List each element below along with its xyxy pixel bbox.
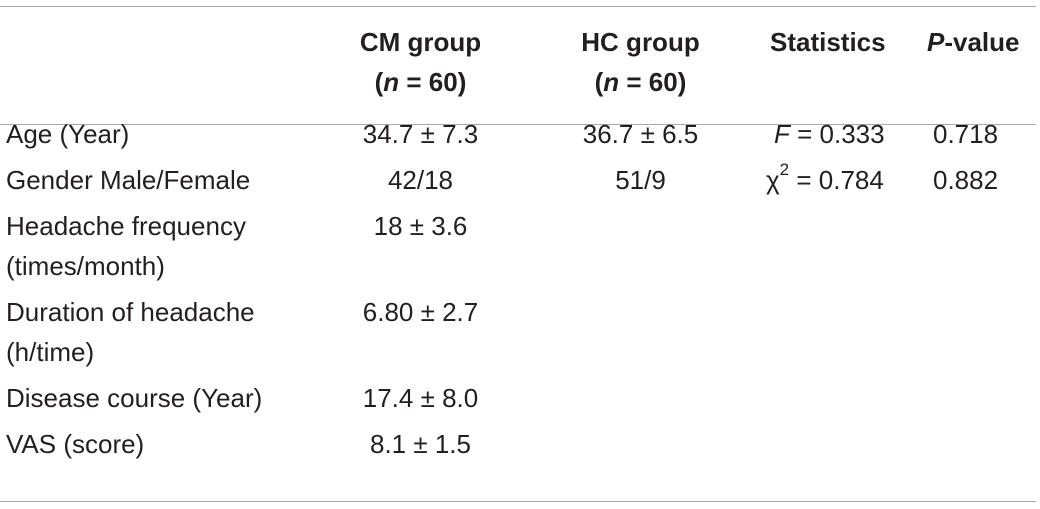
cell-statistic (748, 424, 915, 470)
table-row-age: Age (Year) 34.7 ± 7.3 36.7 ± 6.5 F = 0.3… (0, 102, 1040, 160)
row-label: Gender Male/Female (6, 165, 251, 195)
cell-hc-value (533, 292, 748, 378)
header-cm-group: CM group (n = 60) (359, 27, 482, 97)
cell-statistic (748, 378, 915, 424)
row-label: Age (Year) (6, 119, 130, 149)
row-label: Disease course (Year) (6, 383, 263, 413)
row-label: Headache frequency (times/month) (6, 211, 246, 281)
cell-p-value (915, 206, 1040, 292)
table-header-rule (0, 124, 1036, 125)
row-label: VAS (score) (6, 429, 145, 459)
cell-statistic (748, 292, 915, 378)
header-p-value: P-value (927, 27, 1020, 57)
cell-p-value: 0.882 (933, 165, 999, 195)
cell-statistic (748, 206, 915, 292)
cell-hc-value (533, 424, 748, 470)
row-label: Duration of headache (h/time) (6, 297, 255, 367)
header-statistics: Statistics (770, 27, 886, 57)
table-bottom-rule (0, 501, 1036, 502)
cell-p-value: 0.718 (933, 119, 999, 149)
table-row-gender: Gender Male/Female 42/18 51/9 χ2 = 0.784… (0, 160, 1040, 206)
table-row-headache-frequency: Headache frequency (times/month) 18 ± 3.… (0, 206, 1040, 292)
table-top-rule (0, 6, 1036, 7)
cell-p-value (915, 424, 1040, 470)
table-row-disease-course: Disease course (Year) 17.4 ± 8.0 (0, 378, 1040, 424)
cell-statistic: F = 0.333 (774, 119, 885, 149)
cell-cm-value: 8.1 ± 1.5 (369, 429, 471, 459)
table-row-headache-duration: Duration of headache (h/time) 6.80 ± 2.7 (0, 292, 1040, 378)
cell-hc-value (533, 206, 748, 292)
cell-p-value (915, 292, 1040, 378)
cell-cm-value: 17.4 ± 8.0 (362, 383, 479, 413)
cell-hc-value: 36.7 ± 6.5 (582, 119, 699, 149)
demographics-table: CM group (n = 60) HC group (n = 60) Stat… (0, 0, 1040, 470)
cell-cm-value: 42/18 (387, 165, 454, 195)
cell-statistic: χ2 = 0.784 (766, 160, 884, 195)
cell-cm-value: 34.7 ± 7.3 (362, 119, 479, 149)
cell-p-value (915, 378, 1040, 424)
header-empty (0, 0, 308, 102)
cell-cm-value: 18 ± 3.6 (373, 211, 468, 241)
cell-hc-value: 51/9 (615, 165, 666, 195)
cell-cm-value: 6.80 ± 2.7 (362, 297, 479, 327)
cell-hc-value (533, 378, 748, 424)
header-hc-group: HC group (n = 60) (581, 27, 700, 97)
table-header-row: CM group (n = 60) HC group (n = 60) Stat… (0, 0, 1040, 102)
table-row-vas: VAS (score) 8.1 ± 1.5 (0, 424, 1040, 470)
